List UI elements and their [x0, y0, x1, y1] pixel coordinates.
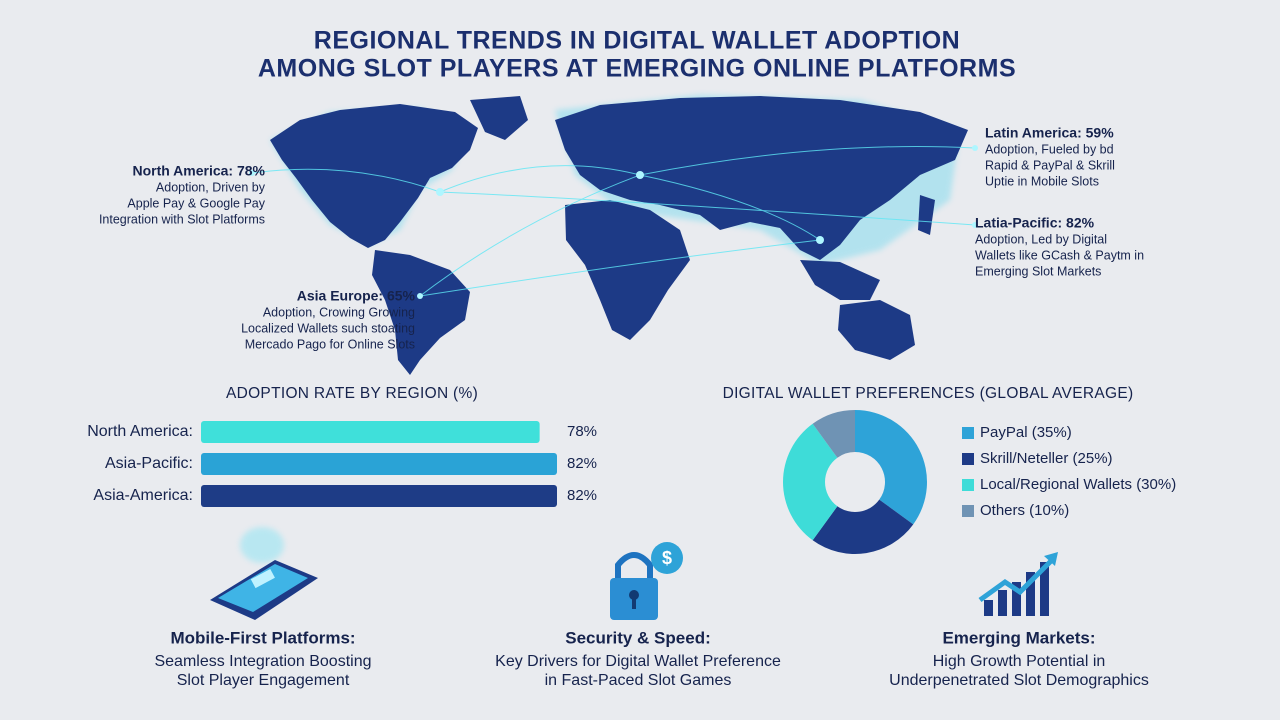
bar — [201, 485, 557, 507]
callout-line: Uptie in Mobile Slots — [985, 174, 1099, 188]
callout-line: Adoption, Driven by — [156, 180, 266, 194]
charts: ADOPTION RATE BY REGION (%) North America… — [87, 385, 1176, 554]
callout-heading: Latin America: 59% — [985, 125, 1114, 141]
legend-swatch — [962, 427, 974, 439]
feature-line: in Fast-Paced Slot Games — [545, 672, 732, 689]
feature-title: Emerging Markets: — [942, 628, 1095, 647]
legend-label: Local/Regional Wallets (30%) — [980, 476, 1176, 493]
callout-heading: Asia Europe: 65% — [297, 288, 416, 304]
bar — [201, 453, 557, 475]
legend-swatch — [962, 479, 974, 491]
callout-heading: North America: 78% — [132, 163, 265, 179]
pie-slice — [783, 423, 838, 541]
legend-swatch — [962, 453, 974, 465]
callout-line: Emerging Slot Markets — [975, 264, 1101, 278]
bar-category: Asia-America: — [93, 487, 193, 504]
callout-line: Mercado Pago for Online Slots — [245, 337, 415, 351]
title-line: REGIONAL TRENDS IN DIGITAL WALLET ADOPTI… — [314, 27, 960, 55]
feature-line: Slot Player Engagement — [177, 672, 350, 689]
features: Mobile-First Platforms: Seamless Integrat… — [154, 628, 1148, 689]
callout-line: Adoption, Led by Digital — [975, 232, 1107, 246]
feature-line: Key Drivers for Digital Wallet Preferenc… — [495, 653, 781, 670]
title-line: AMONG SLOT PLAYERS AT EMERGING ONLINE PL… — [258, 55, 1016, 83]
pie-slice — [855, 410, 927, 525]
legend-swatch — [962, 505, 974, 517]
bar-category: Asia-Pacific: — [105, 455, 193, 472]
world-map — [249, 95, 978, 375]
dollar-icon: $ — [662, 548, 672, 568]
map-callouts: North America: 78%Adoption, Driven by App… — [99, 125, 1144, 352]
callout-line: Integration with Slot Platforms — [99, 212, 265, 226]
feature-title: Mobile-First Platforms: — [170, 628, 355, 647]
bar-value-label: 78% — [567, 423, 597, 440]
bar-category: North America: — [87, 423, 193, 440]
legend-label: Skrill/Neteller (25%) — [980, 450, 1113, 467]
bar-value-label: 82% — [567, 487, 597, 504]
pie-slice — [812, 410, 855, 458]
callout-line: Apple Pay & Google Pay — [127, 196, 265, 210]
callout-line: Adoption, Crowing Growing — [263, 305, 415, 319]
lock-icon: $ — [610, 542, 683, 620]
bar — [201, 421, 540, 443]
callout-line: Adoption, Fueled by bd — [985, 142, 1114, 156]
legend-label: Others (10%) — [980, 502, 1069, 519]
feature-line: High Growth Potential in — [933, 653, 1106, 670]
feature-line: Seamless Integration Boosting — [154, 653, 371, 670]
feature-title: Security & Speed: — [565, 628, 711, 647]
callout-line: Rapid & PayPal & Skrill — [985, 158, 1115, 172]
bar-value-label: 82% — [567, 455, 597, 472]
callout-line: Localized Wallets such stoating — [241, 321, 415, 335]
growth-icon — [978, 552, 1058, 616]
chart-title: ADOPTION RATE BY REGION (%) — [226, 385, 478, 402]
legend-label: PayPal (35%) — [980, 424, 1072, 441]
callout-line: Wallets like GCash & Paytm in — [975, 248, 1144, 262]
phone-icon — [210, 527, 318, 620]
chart-title: DIGITAL WALLET PREFERENCES (GLOBAL AVERA… — [723, 385, 1134, 402]
callout-heading: Latia-Pacific: 82% — [975, 215, 1095, 231]
feature-line: Underpenetrated Slot Demographics — [889, 672, 1149, 689]
pie-slice — [812, 499, 914, 554]
